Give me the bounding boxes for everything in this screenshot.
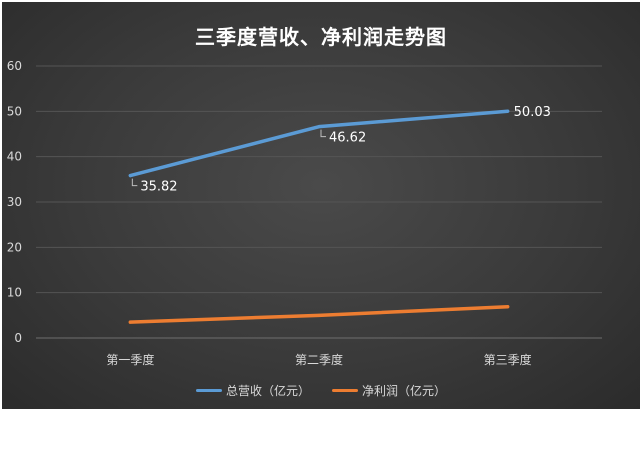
series-line [128,109,510,178]
data-label: 50.03 [514,105,551,120]
chart-title: 三季度营收、净利润走势图 [195,25,447,49]
data-point [317,125,321,129]
y-tick-label: 0 [14,331,22,345]
chart-panel: 三季度营收、净利润走势图 0 10 20 30 40 50 60 第一季度 第二季度 第三季度 … [2,2,640,409]
legend-label-revenue: 总营收（亿元） [225,384,310,398]
legend-swatch-revenue [195,389,222,392]
data-point [506,305,510,309]
y-tick-label: 10 [7,286,22,300]
y-tick-label: 60 [7,59,22,73]
data-point [128,174,132,178]
y-axis-ticks: 0 10 20 30 40 50 60 [7,59,22,345]
leader-line [320,129,326,138]
legend-swatch-profit [332,389,358,392]
series-lines [128,109,510,324]
x-tick-label: 第三季度 [484,352,532,367]
x-tick-label: 第二季度 [295,352,343,367]
legend-item-revenue[interactable]: 总营收（亿元） [195,382,310,399]
leader-line [131,178,138,187]
data-point [506,109,510,113]
y-tick-label: 40 [7,150,22,164]
legend-item-profit[interactable]: 净利润（亿元） [332,382,446,399]
data-label: 35.82 [140,180,177,195]
data-point [128,320,132,324]
line-chart: 0 10 20 30 40 50 60 第一季度 第二季度 第三季度 35.82 46.62 50.… [7,59,602,367]
legend: 总营收（亿元） 净利润（亿元） [2,382,640,399]
y-tick-label: 20 [7,240,22,254]
data-labels: 35.82 46.62 50.03 [131,105,551,195]
x-tick-label: 第一季度 [106,352,154,367]
legend-label-profit: 净利润（亿元） [362,384,447,398]
x-axis-ticks: 第一季度 第二季度 第三季度 [106,352,531,367]
data-label: 46.62 [329,131,366,146]
y-tick-label: 50 [7,104,22,118]
data-point [317,313,321,317]
y-tick-label: 30 [7,195,22,209]
